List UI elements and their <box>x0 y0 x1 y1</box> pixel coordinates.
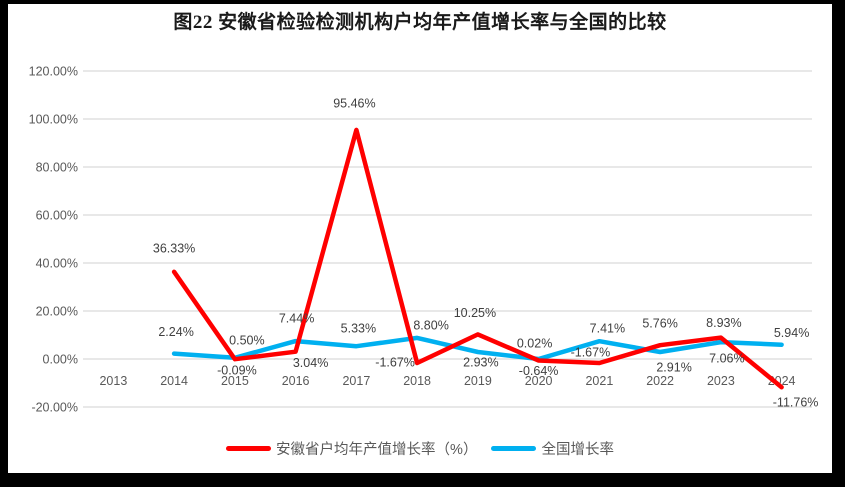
line-chart-plot: 120.00% 100.00% 80.00% 60.00% 40.00% 20.00% 0.… <box>29 65 819 415</box>
data-label: 36.33% <box>153 241 195 255</box>
data-label: -0.09% <box>217 364 257 378</box>
x-axis-label: 2023 <box>707 374 735 388</box>
x-axis-label: 2021 <box>585 374 613 388</box>
data-label: 2.93% <box>463 356 498 370</box>
y-axis-tick: 20.00% <box>36 305 78 319</box>
data-label: -0.64% <box>519 364 559 378</box>
data-label: 8.93% <box>706 316 741 330</box>
x-axis-label: 2013 <box>99 374 127 388</box>
data-label: 3.04% <box>293 356 328 370</box>
legend-item-anhui: 安徽省户均年产值增长率（%） <box>226 438 477 459</box>
data-label: -1.67% <box>375 356 415 370</box>
data-label: 5.76% <box>642 317 677 331</box>
y-axis-tick: 80.00% <box>36 161 78 175</box>
series-line-1 <box>171 335 784 362</box>
chart-title: 图22 安徽省检验检测机构户均年产值增长率与全国的比较 <box>173 12 667 33</box>
data-label: 0.50% <box>229 333 264 347</box>
data-label: 7.41% <box>590 322 625 336</box>
x-axis-label: 2016 <box>282 374 310 388</box>
legend-swatch-national-blue-line <box>491 445 537 451</box>
x-axis-label: 2022 <box>646 374 674 388</box>
x-axis-label: 2019 <box>464 374 492 388</box>
x-axis-label: 2015 <box>221 374 249 388</box>
y-axis-tick: -20.00% <box>31 401 78 415</box>
series-line-0 <box>171 127 784 390</box>
y-axis-tick: 60.00% <box>36 209 78 223</box>
y-axis-tick: 100.00% <box>29 113 78 127</box>
data-label: 5.94% <box>774 326 809 340</box>
x-axis-label: 2017 <box>342 374 370 388</box>
data-label: -1.67% <box>571 346 611 360</box>
data-label: 7.06% <box>709 352 744 366</box>
chart-legend: 安徽省户均年产值增长率（%） 全国增长率 <box>8 435 832 461</box>
data-label: 95.46% <box>333 96 375 110</box>
y-axis-tick: 40.00% <box>36 257 78 271</box>
legend-swatch-anhui-red-line <box>226 445 272 451</box>
x-axis-label: 2020 <box>525 374 553 388</box>
x-axis-label: 2018 <box>403 374 431 388</box>
data-label: 7.44% <box>279 312 314 326</box>
x-axis-label: 2014 <box>160 374 188 388</box>
data-label: 0.02% <box>517 337 552 351</box>
y-axis-tick: 120.00% <box>29 65 78 79</box>
data-label: 8.80% <box>413 318 448 332</box>
legend-label-anhui: 安徽省户均年产值增长率（%） <box>276 441 478 458</box>
data-label: 2.24% <box>158 325 193 339</box>
data-label: -11.76% <box>773 396 819 410</box>
data-label: 2.91% <box>656 361 691 375</box>
data-label: 5.33% <box>341 322 376 336</box>
data-label: 10.25% <box>454 306 496 320</box>
y-axis-tick: 0.00% <box>43 353 78 367</box>
legend-item-national: 全国增长率 <box>491 438 614 459</box>
x-axis-label: 2024 <box>768 374 796 388</box>
legend-label-national: 全国增长率 <box>541 441 614 458</box>
